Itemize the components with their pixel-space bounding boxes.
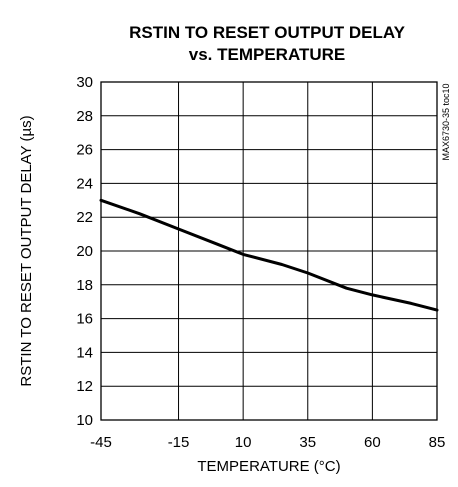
y-tick-label: 24 [76, 175, 93, 192]
y-tick-labels: 10 12 14 16 18 20 22 24 26 28 30 [76, 74, 93, 429]
chart-title-line-1: RSTIN TO RESET OUTPUT DELAY [129, 23, 405, 42]
x-axis-label: TEMPERATURE (°C) [197, 458, 340, 475]
y-tick-label: 12 [76, 378, 93, 395]
y-tick-label: 14 [76, 344, 93, 361]
x-tick-label: 10 [235, 434, 252, 451]
delay-curve [99, 198, 439, 312]
plot-frame [100, 81, 438, 421]
figure-reference-note: MAX6730-35 toc10 [441, 83, 451, 160]
x-tick-label: 85 [429, 434, 446, 451]
y-tick-label: 18 [76, 277, 93, 294]
y-tick-label: 30 [76, 74, 93, 91]
x-tick-label: -45 [90, 434, 112, 451]
y-tick-label: 16 [76, 311, 93, 328]
y-tick-label: 10 [76, 412, 93, 429]
x-tick-label: -15 [168, 434, 190, 451]
y-tick-label: 26 [76, 142, 93, 159]
y-axis-label: RSTIN TO RESET OUTPUT DELAY (µs) [18, 115, 35, 386]
chart-title-line-2: vs. TEMPERATURE [189, 45, 346, 64]
y-tick-label: 28 [76, 108, 93, 125]
x-tick-label: 60 [364, 434, 381, 451]
y-tick-label: 22 [76, 209, 93, 226]
x-tick-labels: -45 -15 10 35 60 85 [90, 434, 445, 451]
x-tick-label: 35 [299, 434, 316, 451]
y-tick-label: 20 [76, 243, 93, 260]
grid [100, 81, 438, 421]
